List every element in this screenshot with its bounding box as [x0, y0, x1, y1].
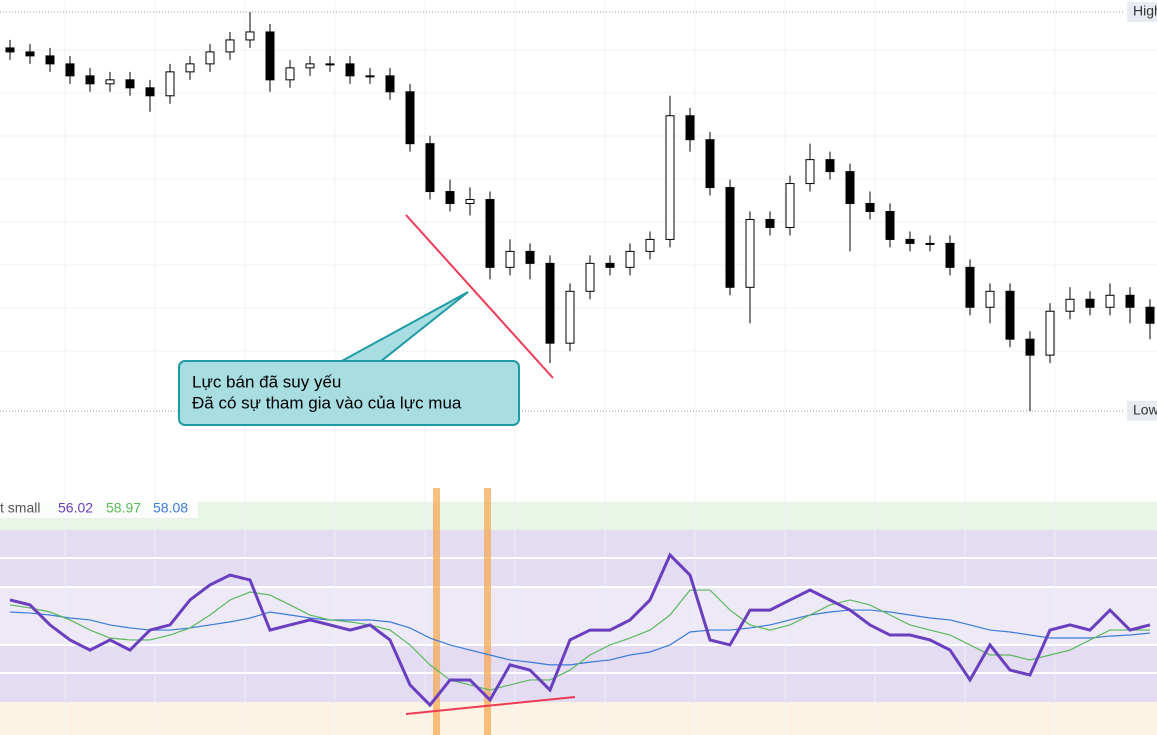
candle-body: [345, 63, 355, 77]
indicator-line: [9, 589, 1150, 691]
candle-body: [125, 79, 135, 89]
candle-body: [945, 242, 955, 268]
candle-body: [545, 262, 555, 344]
candle-body: [25, 51, 35, 57]
range-tag: [1127, 401, 1157, 421]
legend-value: 58.97: [106, 500, 141, 516]
candle-body: [565, 290, 575, 344]
candle-body: [865, 203, 875, 213]
candle-body: [465, 199, 475, 205]
legend-bg: [0, 498, 198, 518]
candle-body: [145, 87, 155, 97]
highlight-bar: [433, 488, 440, 735]
range-label: Low: [1133, 402, 1157, 418]
candle-body: [905, 238, 915, 244]
candle-body: [725, 187, 735, 288]
candle-body: [205, 51, 215, 65]
legend-value: 56.02: [58, 500, 93, 516]
candle-body: [305, 63, 315, 69]
candle-body: [105, 79, 115, 85]
candle-body: [385, 75, 395, 93]
candle-body: [445, 191, 455, 205]
range-tag: [1127, 2, 1157, 22]
candle-body: [225, 39, 235, 53]
candle-body: [605, 262, 615, 268]
candle-body: [185, 63, 195, 73]
candle-body: [1125, 294, 1135, 308]
candle-body: [1005, 290, 1015, 340]
candle-body: [985, 290, 995, 308]
candle-body: [65, 63, 75, 77]
candle-body: [585, 262, 595, 292]
candle-body: [685, 115, 695, 141]
candle-body: [1045, 310, 1055, 356]
indicator-label: t small: [0, 500, 40, 516]
callout-box: [178, 360, 520, 426]
candle-body: [325, 63, 335, 66]
candle-body: [285, 67, 295, 81]
trend-line: [405, 696, 576, 715]
candle-body: [425, 143, 435, 193]
candle-body: [1085, 298, 1095, 308]
trend-line: [405, 214, 554, 379]
candle-body: [825, 159, 835, 173]
candle-body: [85, 75, 95, 85]
candle-body: [785, 183, 795, 228]
legend-value: 58.08: [153, 500, 188, 516]
candle-body: [365, 75, 375, 78]
candle-body: [165, 71, 175, 97]
range-label: High: [1133, 3, 1157, 19]
candle-body: [765, 218, 775, 228]
oscillator-pane: [9, 552, 1151, 708]
candle-body: [745, 218, 755, 288]
candle-body: [1025, 338, 1035, 356]
candle-body: [885, 211, 895, 240]
indicator-line: [9, 609, 1151, 666]
candle-body: [45, 55, 55, 65]
callout-line: Đã có sự tham gia vào của lực mua: [192, 393, 462, 412]
indicator-line: [9, 552, 1151, 708]
candle-body: [1145, 306, 1155, 324]
candle-body: [5, 47, 15, 53]
candle-body: [485, 199, 495, 268]
candle-body: [405, 91, 415, 145]
zone-bottom: [0, 702, 1157, 735]
candle-body: [1105, 294, 1115, 308]
candle-body: [265, 31, 275, 81]
candle-body: [665, 115, 675, 240]
candle-body: [845, 171, 855, 205]
callout-line: Lực bán đã suy yếu: [192, 372, 341, 391]
candle-body: [505, 250, 515, 268]
candle-body: [625, 250, 635, 268]
candle-body: [805, 159, 815, 185]
candle-body: [705, 139, 715, 189]
candle-body: [965, 266, 975, 308]
highlight-bar: [484, 488, 491, 735]
candle-body: [645, 238, 655, 252]
candle-body: [925, 242, 935, 245]
candle-body: [245, 31, 255, 41]
candle-body: [1065, 298, 1075, 312]
price-pane: High Low: [0, 2, 1157, 421]
candle-body: [525, 250, 535, 264]
